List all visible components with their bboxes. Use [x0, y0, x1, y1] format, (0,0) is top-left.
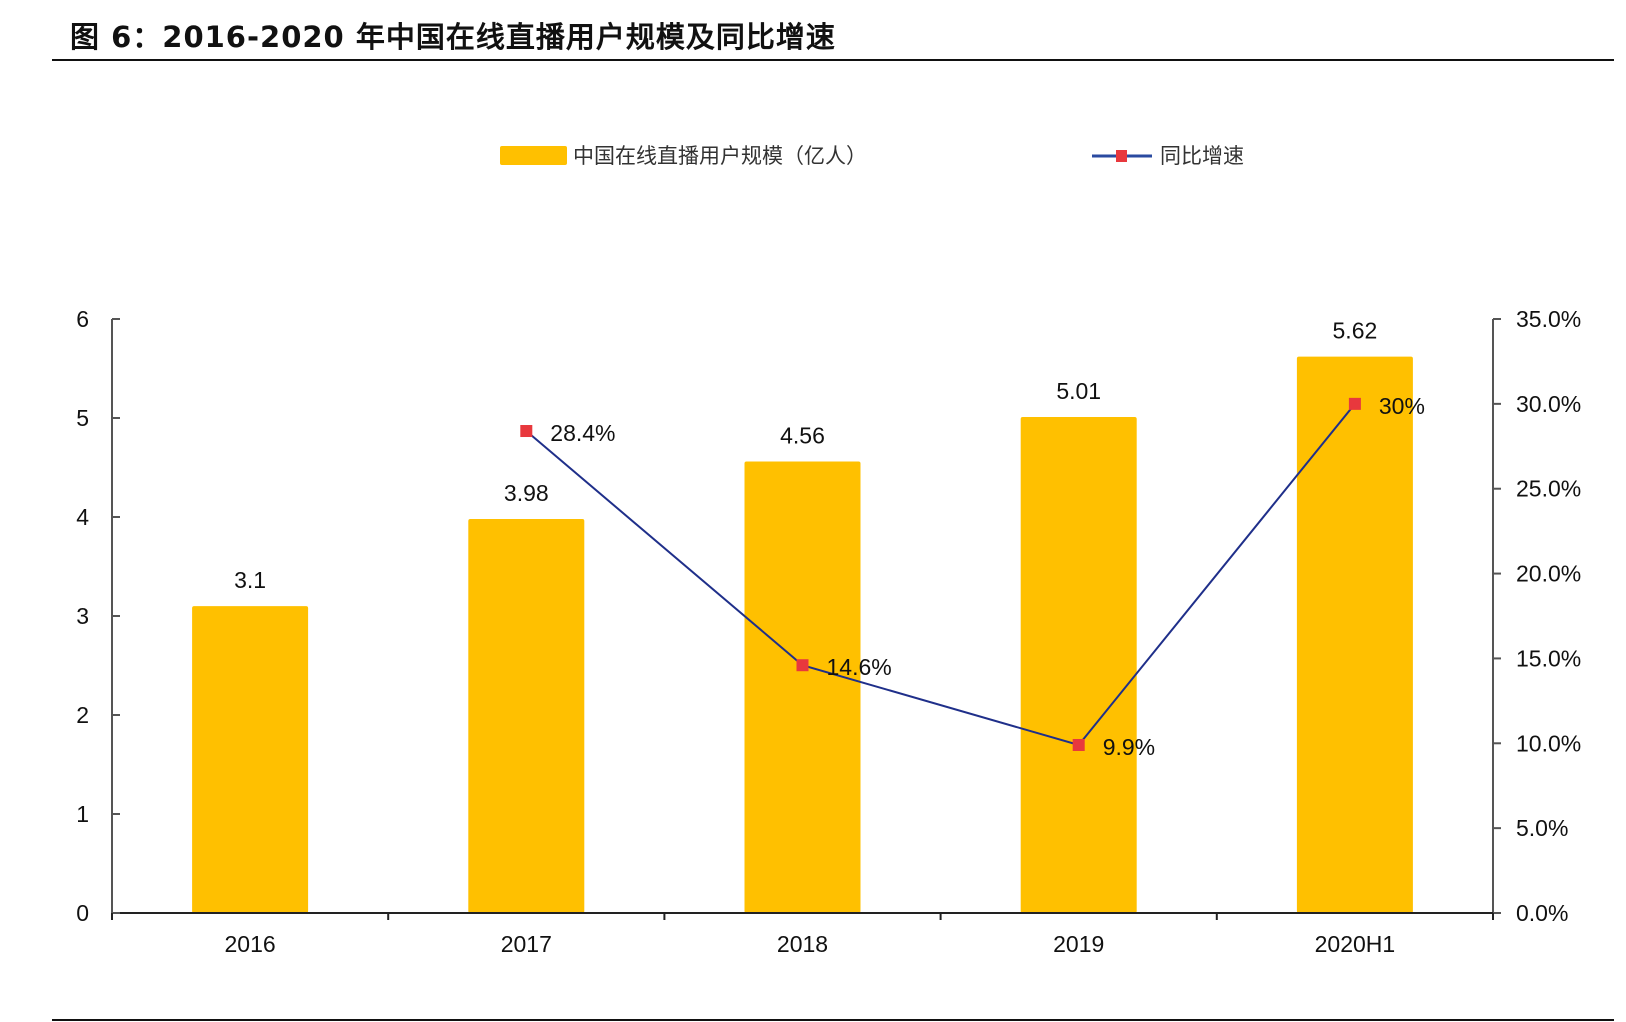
- x-tick-label: 2016: [225, 931, 276, 957]
- x-tick-label: 2019: [1053, 931, 1104, 957]
- legend-line-marker: [1116, 150, 1127, 162]
- left-tick-label: 5: [76, 405, 89, 431]
- bar-value-label: 3.98: [504, 480, 549, 506]
- bar-value-label: 4.56: [780, 423, 825, 449]
- bar-value-label: 3.1: [234, 567, 266, 593]
- right-tick-label: 35.0%: [1516, 306, 1581, 332]
- growth-marker-2017: [520, 425, 533, 438]
- right-tick-label: 25.0%: [1516, 476, 1581, 502]
- bar-2016: [192, 606, 309, 913]
- x-tick-label: 2018: [777, 931, 828, 957]
- growth-line: [525, 403, 1356, 747]
- left-tick-label: 3: [76, 603, 89, 629]
- x-tick-label: 2020H1: [1315, 931, 1396, 957]
- figure-title: 图 6：2016-2020 年中国在线直播用户规模及同比增速: [70, 20, 836, 54]
- growth-marker-2019: [1072, 738, 1085, 751]
- right-tick-label: 0.0%: [1516, 900, 1568, 926]
- legend-bar-swatch: [500, 146, 567, 165]
- growth-value-label: 30%: [1379, 393, 1425, 419]
- left-tick-label: 2: [76, 702, 89, 728]
- right-tick-label: 20.0%: [1516, 561, 1581, 587]
- bar-2020H1: [1296, 356, 1413, 913]
- legend: 中国在线直播用户规模（亿人） 同比增速: [500, 145, 1244, 168]
- growth-marker-2020H1: [1348, 397, 1361, 410]
- left-tick-label: 4: [76, 504, 89, 530]
- bar-2017: [468, 518, 585, 913]
- legend-line-label: 同比增速: [1160, 145, 1244, 168]
- bottom-rule: [52, 1019, 1614, 1021]
- legend-bar-label: 中国在线直播用户规模（亿人）: [573, 145, 867, 168]
- growth-marker-2018: [796, 659, 809, 672]
- bar-2018: [744, 461, 861, 913]
- right-tick-label: 5.0%: [1516, 815, 1568, 841]
- right-tick-label: 10.0%: [1516, 730, 1581, 756]
- bar-2019: [1020, 417, 1137, 913]
- left-tick-label: 1: [76, 801, 89, 827]
- title-rule: [52, 59, 1614, 61]
- left-tick-label: 6: [76, 306, 89, 332]
- x-tick-label: 2017: [501, 931, 552, 957]
- bar-value-label: 5.01: [1056, 378, 1101, 404]
- bar-value-label: 5.62: [1333, 318, 1378, 344]
- growth-value-label: 14.6%: [827, 654, 892, 680]
- growth-value-label: 28.4%: [550, 420, 615, 446]
- left-tick-label: 0: [76, 900, 89, 926]
- growth-value-label: 9.9%: [1103, 734, 1155, 760]
- right-tick-label: 15.0%: [1516, 645, 1581, 671]
- right-tick-label: 30.0%: [1516, 391, 1581, 417]
